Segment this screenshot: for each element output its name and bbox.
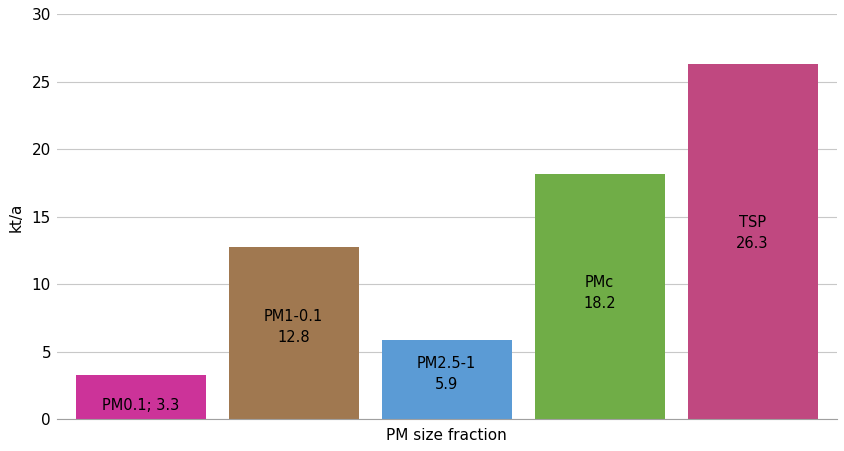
Text: TSP
26.3: TSP 26.3 bbox=[735, 215, 768, 251]
Bar bbox=[381, 340, 511, 419]
Text: PMc
18.2: PMc 18.2 bbox=[582, 275, 615, 311]
Bar bbox=[687, 64, 817, 419]
Text: PM0.1; 3.3: PM0.1; 3.3 bbox=[102, 398, 179, 413]
X-axis label: PM size fraction: PM size fraction bbox=[386, 428, 506, 443]
Y-axis label: kt/a: kt/a bbox=[8, 202, 24, 231]
Bar bbox=[534, 174, 664, 419]
Bar bbox=[229, 247, 358, 419]
Text: PM2.5-1
5.9: PM2.5-1 5.9 bbox=[416, 356, 476, 392]
Text: PM1-0.1
12.8: PM1-0.1 12.8 bbox=[263, 309, 323, 345]
Bar bbox=[76, 375, 205, 419]
